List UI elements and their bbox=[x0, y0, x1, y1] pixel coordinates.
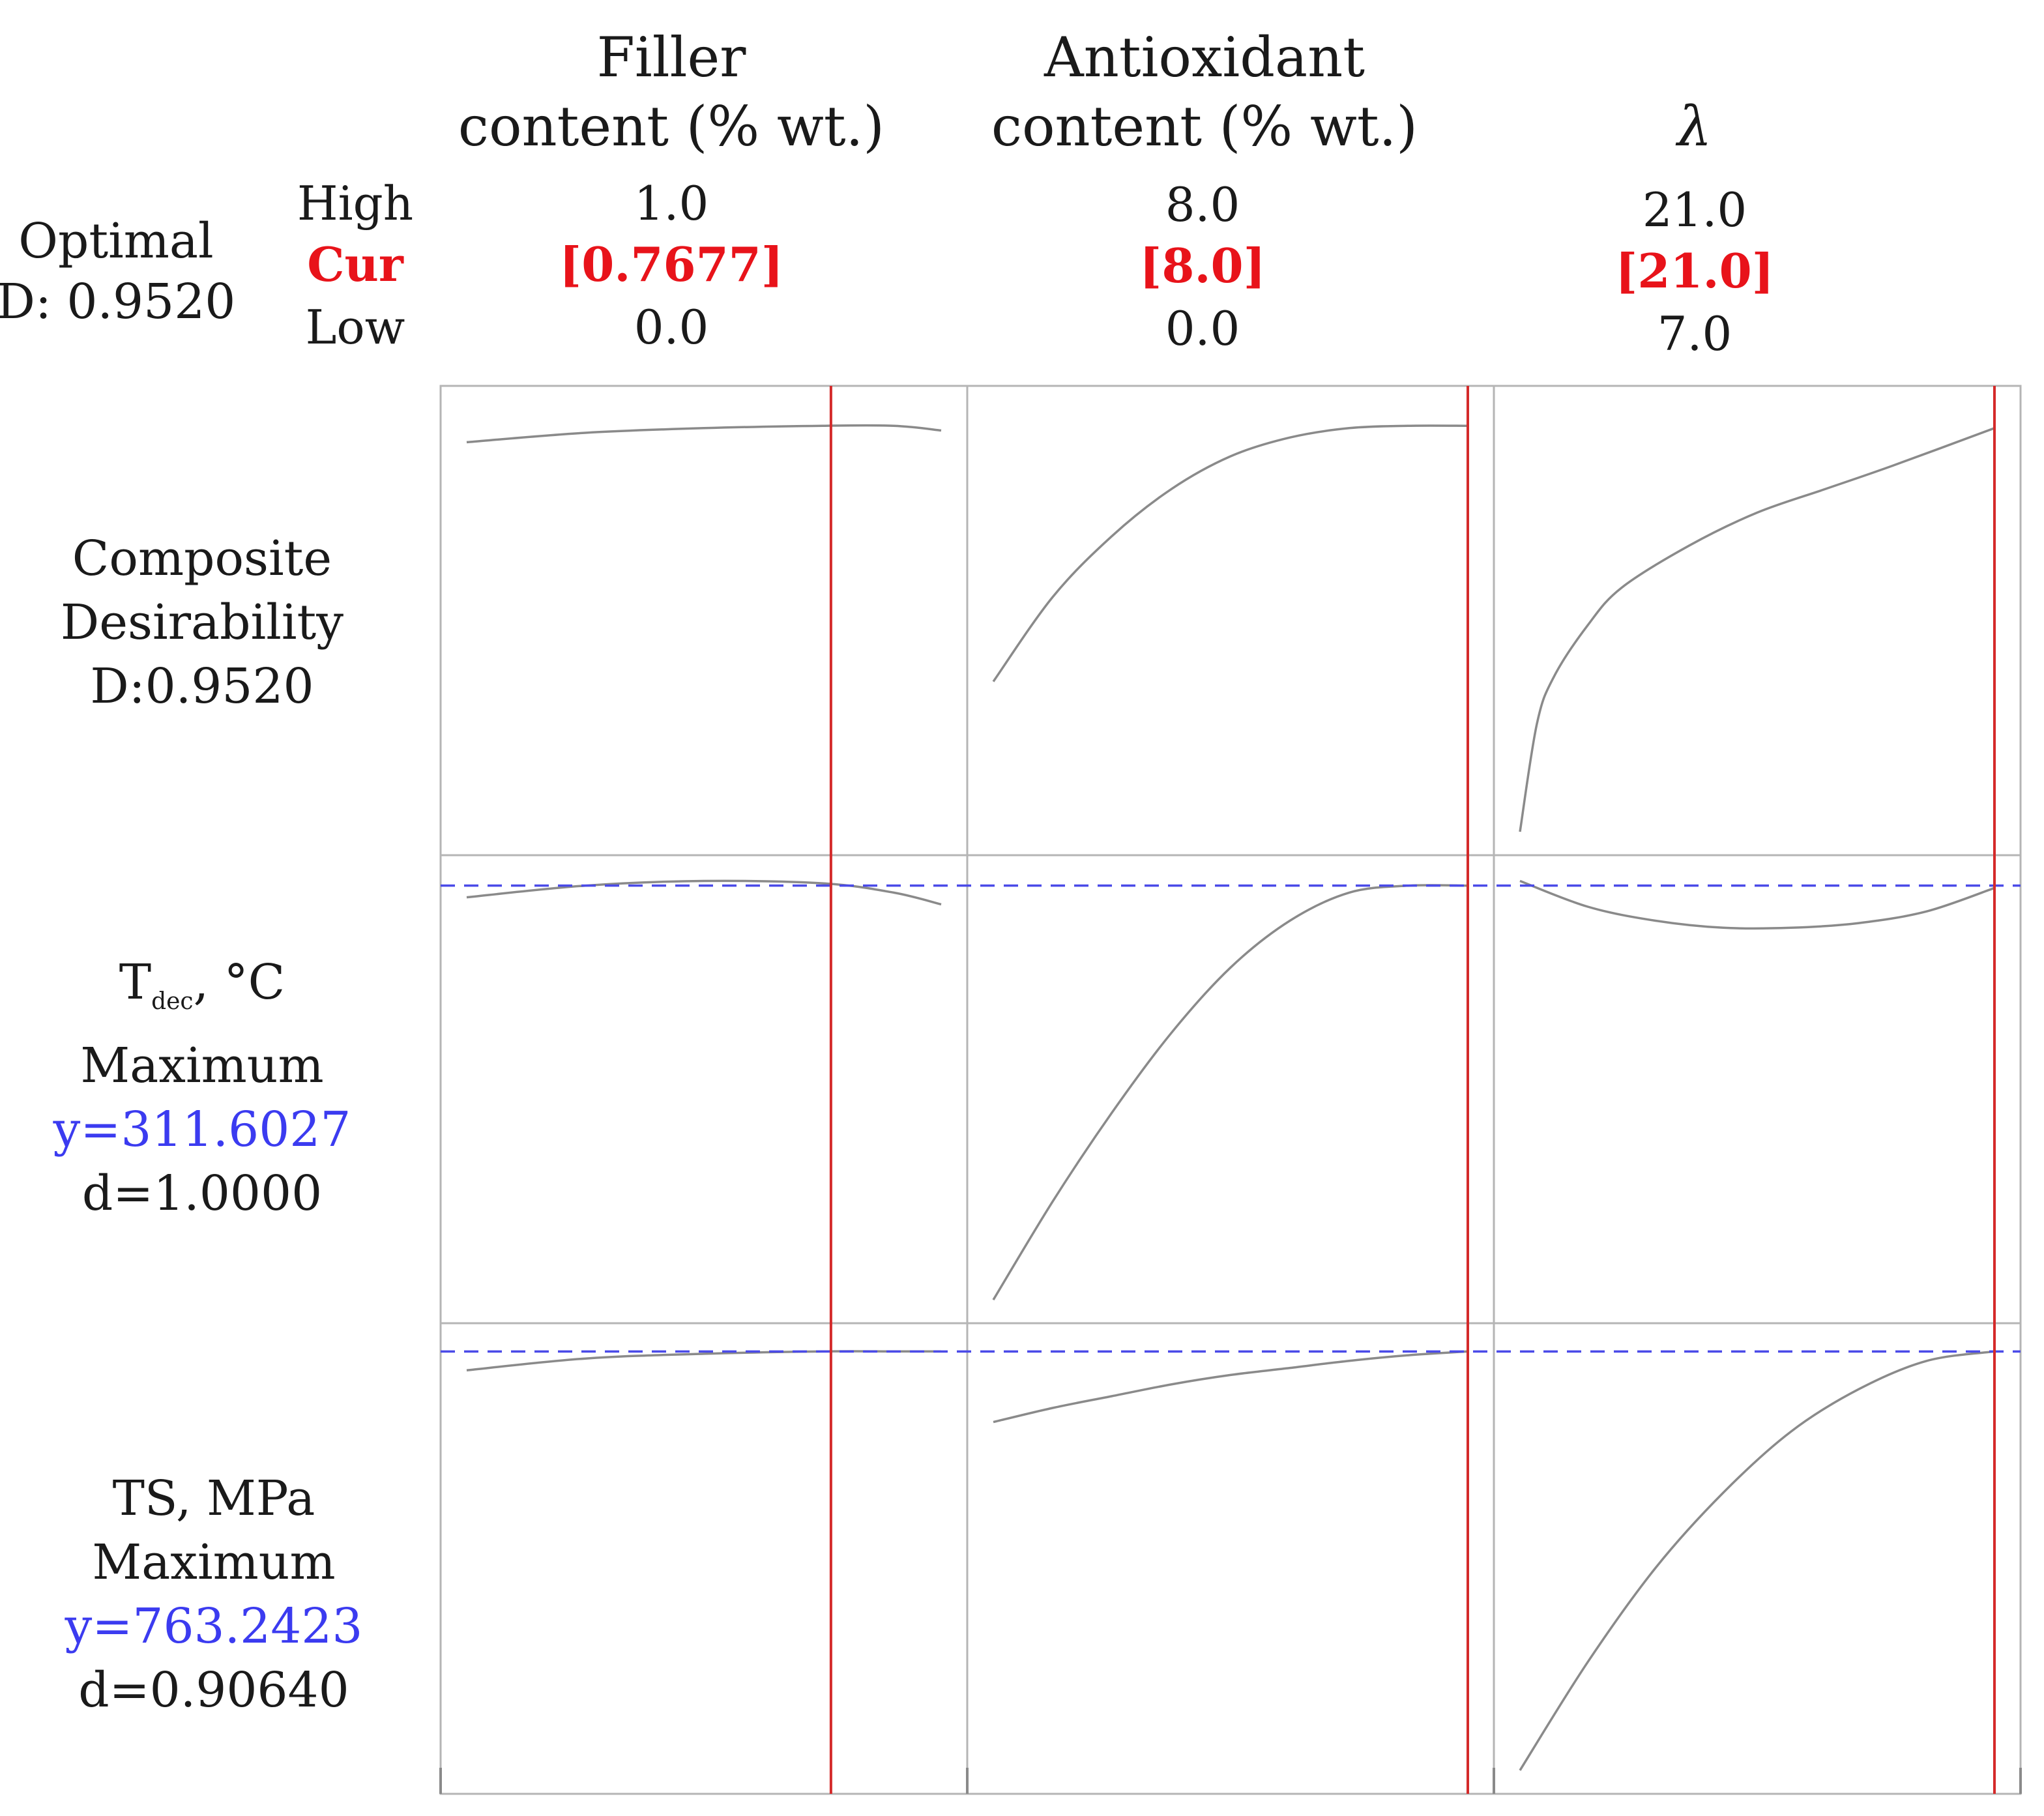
response-ts-y-value: y=763.2423 bbox=[65, 1598, 363, 1654]
factor-antioxidant-low: 0.0 bbox=[1165, 301, 1240, 356]
response-tdec-unit: , °C bbox=[193, 954, 285, 1010]
optimal-d-value: D: 0.9520 bbox=[0, 274, 236, 330]
response-curve-r1-c2 bbox=[1519, 879, 1995, 930]
response-desirability-label: Composite Desirability D:0.9520 bbox=[61, 527, 343, 718]
factor-antioxidant-title-2: content (% wt.) bbox=[991, 95, 1418, 158]
panel-frame-r2-c1 bbox=[966, 1322, 1495, 1795]
factor-lambda-high: 21.0 bbox=[1642, 183, 1747, 237]
response-tdec-subscript: dec bbox=[151, 988, 194, 1015]
response-desirability-line2: Desirability bbox=[60, 594, 344, 651]
response-desirability-line1: Composite bbox=[72, 531, 332, 587]
panel-frame-r0-c0 bbox=[439, 385, 969, 857]
panel-frame-r2-c0 bbox=[439, 1322, 969, 1795]
factor-filler-cur: [0.7677] bbox=[559, 237, 783, 292]
response-ts-line2: Maximum bbox=[92, 1534, 336, 1590]
panel-frame-r1-c0 bbox=[439, 854, 969, 1325]
factor-filler-title-2: content (% wt.) bbox=[458, 95, 885, 158]
response-tdec-symbol: T bbox=[119, 954, 152, 1010]
response-tdec-label: Tdec, °C Maximum y=311.6027 d=1.0000 bbox=[53, 950, 351, 1225]
response-curve-r1-c0 bbox=[466, 879, 942, 906]
optimal-label: Optimal bbox=[18, 213, 214, 269]
response-curve-r1-c1 bbox=[992, 884, 1468, 1301]
panel-frame-r2-c2 bbox=[1493, 1322, 2022, 1795]
response-curve-r2-c2 bbox=[1519, 1350, 1995, 1771]
factor-antioxidant-cur: [8.0] bbox=[1139, 238, 1266, 293]
response-ts-line1: TS, MPa bbox=[112, 1471, 315, 1527]
panel-frame-r1-c1 bbox=[966, 854, 1495, 1325]
factor-antioxidant-high: 8.0 bbox=[1165, 177, 1240, 232]
response-curve-r0-c0 bbox=[466, 424, 942, 444]
response-tdec-y-value: y=311.6027 bbox=[53, 1102, 351, 1158]
factor-filler-title-1: Filler bbox=[596, 25, 746, 89]
response-curve-r2-c1 bbox=[993, 1350, 1468, 1424]
panel-frame-r0-c2 bbox=[1493, 385, 2022, 857]
response-tdec-line1: Tdec, °C bbox=[53, 950, 351, 1034]
factor-antioxidant-title-1: Antioxidant bbox=[1044, 25, 1365, 89]
response-desirability-line3: D:0.9520 bbox=[90, 658, 314, 714]
factor-lambda-cur: [21.0] bbox=[1615, 243, 1774, 299]
response-curve-r0-c2 bbox=[1519, 427, 1995, 832]
level-high-label: High bbox=[297, 176, 414, 231]
factor-filler-high: 1.0 bbox=[634, 176, 709, 231]
response-ts-d-value: d=0.90640 bbox=[78, 1662, 349, 1718]
response-curve-r0-c1 bbox=[992, 424, 1468, 682]
panel-frame-r1-c2 bbox=[1493, 854, 2022, 1325]
response-ts-label: TS, MPa Maximum y=763.2423 d=0.90640 bbox=[65, 1467, 363, 1722]
level-low-label: Low bbox=[305, 300, 405, 355]
factor-filler-low: 0.0 bbox=[634, 300, 709, 355]
factor-lambda-title-2: λ bbox=[1677, 95, 1712, 158]
response-curve-r2-c0 bbox=[466, 1350, 941, 1371]
factor-lambda-low: 7.0 bbox=[1657, 306, 1732, 361]
response-tdec-d-value: d=1.0000 bbox=[81, 1165, 323, 1222]
level-cur-label: Cur bbox=[307, 237, 403, 292]
response-tdec-line2: Maximum bbox=[80, 1038, 324, 1094]
